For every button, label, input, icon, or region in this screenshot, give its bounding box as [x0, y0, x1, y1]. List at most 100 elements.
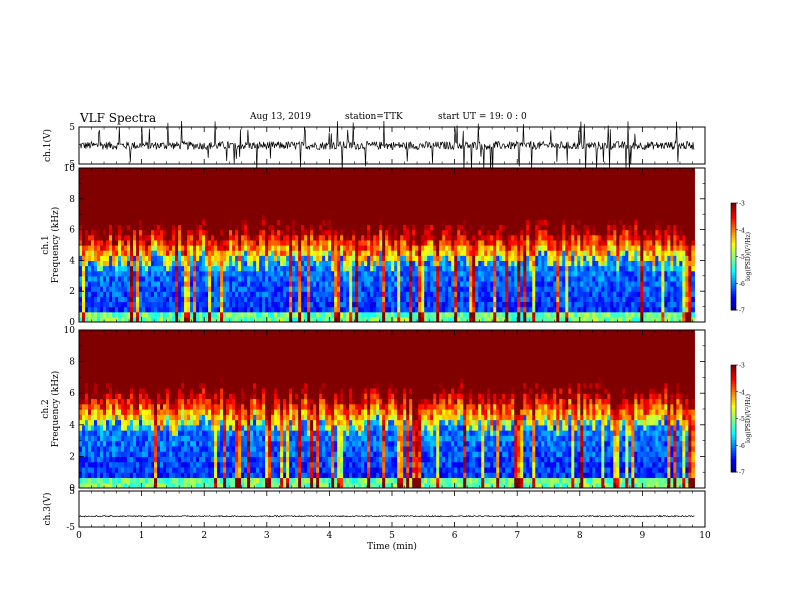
- spectrogram-cell: [130, 229, 134, 236]
- spectrogram-cell: [475, 260, 479, 267]
- spectrogram-cell: [511, 229, 515, 236]
- spectrogram-cell: [505, 203, 509, 210]
- spectrogram-cell: [319, 214, 323, 220]
- spectrogram-cell: [442, 250, 446, 256]
- spectrogram-cell: [220, 168, 224, 174]
- spectrogram-cell: [91, 239, 95, 246]
- spectrogram-cell: [529, 270, 533, 277]
- spectrogram-cell: [181, 198, 185, 205]
- spectrogram-cell: [484, 193, 488, 200]
- spectrogram-cell: [436, 229, 440, 236]
- spectrogram-cell: [199, 168, 203, 174]
- spectrogram-cell: [295, 270, 299, 277]
- spectrogram-cell: [328, 234, 332, 241]
- spectrogram-cell: [100, 245, 104, 251]
- spectrogram-cell: [205, 306, 209, 313]
- spectrogram-cell: [214, 178, 218, 184]
- spectrogram-cell: [445, 209, 449, 215]
- spectrogram-cell: [352, 178, 356, 184]
- spectrogram-cell: [445, 168, 449, 174]
- spectrogram-cell: [319, 301, 323, 308]
- spectrogram-cell: [175, 286, 179, 292]
- spectrogram-cell: [217, 270, 221, 277]
- spectrogram-cell: [322, 198, 326, 205]
- spectrogram-cell: [79, 265, 83, 272]
- spectrogram-cell: [109, 265, 113, 272]
- spectrogram-cell: [82, 250, 86, 256]
- spectrogram-cell: [391, 209, 395, 215]
- spectrogram-cell: [202, 265, 206, 272]
- spectrogram-cell: [382, 219, 386, 226]
- spectrogram-cell: [523, 301, 527, 308]
- spectrogram-cell: [217, 280, 221, 287]
- spectrogram-cell: [280, 280, 284, 287]
- spectrogram-cell: [541, 311, 545, 318]
- spectrogram-cell: [181, 275, 185, 282]
- spectrogram-cell: [328, 198, 332, 205]
- spectrogram-cell: [361, 224, 365, 231]
- spectrogram-cell: [304, 168, 308, 174]
- spectrogram-cell: [175, 316, 179, 322]
- spectrogram-cell: [145, 301, 149, 308]
- spectrogram-cell: [502, 301, 506, 308]
- spectrogram-cell: [331, 188, 335, 195]
- spectrogram-cell: [520, 255, 524, 261]
- plot-title: VLF Spectra: [80, 111, 157, 125]
- spectrogram-cell: [328, 280, 332, 287]
- spectrogram-cell: [454, 245, 458, 251]
- spectrogram-cell: [184, 245, 188, 251]
- spectrogram-cell: [427, 209, 431, 215]
- spectrogram-cell: [481, 286, 485, 292]
- spectrogram-cell: [145, 239, 149, 246]
- spectrogram-cell: [115, 173, 119, 179]
- spectrogram-cell: [565, 280, 569, 287]
- spectrogram-cell: [160, 173, 164, 179]
- spectrogram-cell: [514, 301, 518, 308]
- spectrogram-cell: [136, 183, 140, 190]
- spectrogram-cell: [202, 301, 206, 308]
- spectrogram-cell: [520, 260, 524, 267]
- spectrogram-cell: [385, 229, 389, 236]
- spectrogram-cell: [511, 306, 515, 313]
- spectrogram-cell: [505, 193, 509, 200]
- spectrogram-cell: [421, 168, 425, 174]
- spectrogram-cell: [313, 229, 317, 236]
- spectrogram-cell: [202, 255, 206, 261]
- spectrogram-cell: [163, 291, 167, 297]
- spectrogram-cell: [322, 224, 326, 231]
- spectrogram-cell: [283, 214, 287, 220]
- spectrogram-cell: [286, 173, 290, 179]
- spectrogram-cell: [487, 275, 491, 282]
- spectrogram-cell: [91, 229, 95, 236]
- spectrogram-cell: [244, 203, 248, 210]
- spectrogram-cell: [424, 224, 428, 231]
- spectrogram-cell: [184, 193, 188, 200]
- spectrogram-cell: [178, 193, 182, 200]
- spectrogram-cell: [337, 234, 341, 241]
- spectrogram-cell: [544, 286, 548, 292]
- spectrogram-cell: [442, 291, 446, 297]
- spectrogram-cell: [166, 301, 170, 308]
- spectrogram-cell: [268, 270, 272, 277]
- spectrogram-cell: [274, 316, 278, 322]
- spectrogram-cell: [364, 188, 368, 195]
- spectrogram-cell: [124, 168, 128, 174]
- spectrogram-cell: [127, 260, 131, 267]
- spectrogram-cell: [439, 224, 443, 231]
- spectrogram-cell: [310, 183, 314, 190]
- spectrogram-cell: [550, 291, 554, 297]
- spectrogram-cell: [427, 245, 431, 251]
- spectrogram-cell: [448, 316, 452, 322]
- spectrogram-cell: [313, 178, 317, 184]
- spectrogram-cell: [439, 168, 443, 174]
- spectrogram-cell: [310, 316, 314, 322]
- spectrogram-cell: [106, 183, 110, 190]
- spectrogram-cell: [475, 286, 479, 292]
- spectrogram-cell: [454, 229, 458, 236]
- spectrogram-cell: [148, 239, 152, 246]
- spectrogram-cell: [268, 255, 272, 261]
- spectrogram-cell: [334, 193, 338, 200]
- spectrogram-cell: [235, 219, 239, 226]
- spectrogram-cell: [91, 203, 95, 210]
- spectrogram-cell: [535, 250, 539, 256]
